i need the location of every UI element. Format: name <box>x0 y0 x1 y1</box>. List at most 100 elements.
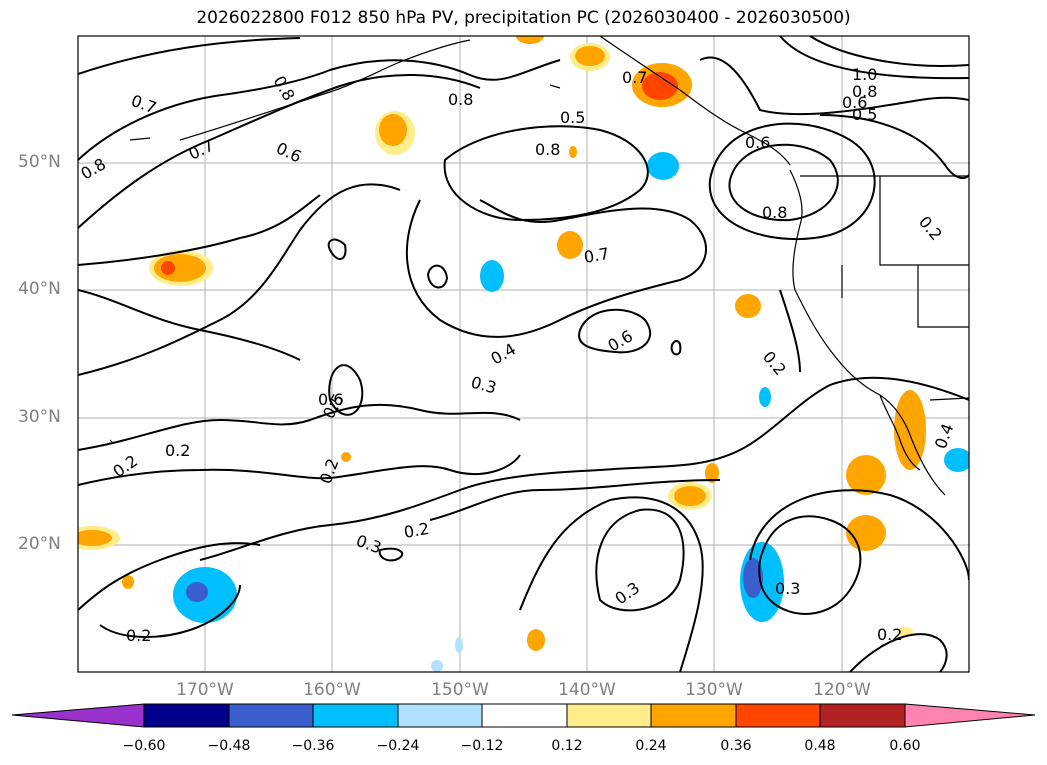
map-title: 2026022800 F012 850 hPa PV, precipitatio… <box>196 8 851 28</box>
precip-blob <box>674 486 706 506</box>
precip-blob <box>735 294 761 318</box>
contour-label: 0.3 <box>611 578 643 608</box>
coastline-alaska-panhandle <box>599 36 791 166</box>
contour-label: 0.6 <box>273 138 304 166</box>
precip-blob <box>894 390 926 470</box>
colorbar-tick-label: −0.24 <box>376 738 420 754</box>
precip-blob <box>186 582 208 602</box>
lat-label: 40°N <box>18 279 61 299</box>
precip-blob <box>647 152 679 180</box>
lon-label: 130°W <box>685 680 743 700</box>
colorbar-tick-label: 0.48 <box>804 738 836 754</box>
contour-label: 0.6 <box>318 390 343 409</box>
precip-blob <box>154 254 206 282</box>
contour-label: 1.0 <box>852 65 877 84</box>
contour-label: 0.3 <box>469 373 499 398</box>
pv-contour <box>578 308 652 354</box>
colorbar-tick-label: 0.24 <box>635 738 667 754</box>
pv-contour <box>426 264 449 289</box>
pv-contour <box>429 479 721 521</box>
pv-contour <box>819 114 969 179</box>
colorbar-swatch <box>566 703 652 728</box>
colorbar-swatch <box>397 703 483 728</box>
colorbar-tick-label: −0.12 <box>460 738 504 754</box>
colorbar-extend-low <box>11 703 145 728</box>
lon-label: 170°W <box>176 680 234 700</box>
contour-label: 0.3 <box>775 579 800 598</box>
contour-label: 0.2 <box>877 625 902 644</box>
precip-blob <box>480 260 504 292</box>
colorbar-swatch <box>143 703 230 728</box>
contour-label: 0.4 <box>488 339 520 368</box>
colorbar-swatch <box>312 703 399 728</box>
precip-blob <box>705 463 719 483</box>
precip-blob <box>341 452 351 462</box>
lat-label: 50°N <box>18 152 61 172</box>
contour-label: 0.4 <box>931 421 958 451</box>
pv-contour <box>78 454 521 486</box>
lon-label: 150°W <box>431 680 489 700</box>
contour-label: 0.2 <box>402 519 430 542</box>
contour-label: 0.2 <box>915 212 946 244</box>
precip-blob <box>455 637 463 653</box>
pv-contour <box>699 56 969 116</box>
pv-contour <box>78 59 561 161</box>
plot-frame <box>77 35 970 673</box>
pv-contour <box>327 238 347 260</box>
contour-label: 0.2 <box>165 441 190 460</box>
colorbar-tick-label: 0.36 <box>720 738 752 754</box>
precip-blob <box>846 455 886 495</box>
pv-contour <box>809 36 969 67</box>
contour-label: 0.8 <box>78 154 110 183</box>
contour-label: 0.6 <box>745 133 770 152</box>
precip-blob <box>759 387 771 407</box>
precip-blob <box>642 72 678 100</box>
colorbar-swatch <box>228 703 314 728</box>
contour-label: 0.8 <box>762 203 787 222</box>
colorbar-tick-label: −0.36 <box>291 738 335 754</box>
contour-label: 0.2 <box>126 626 151 645</box>
pv-contour <box>779 36 969 80</box>
contour-label: 0.5 <box>852 105 877 124</box>
lon-label: 120°W <box>813 680 871 700</box>
lat-label: 30°N <box>18 407 61 427</box>
pv-contour <box>519 496 704 672</box>
precip-blob <box>516 36 544 44</box>
pv-contours <box>78 36 969 672</box>
pv-contour <box>328 364 364 416</box>
contour-label: 0.7 <box>582 244 610 267</box>
contour-label: 0.5 <box>560 108 585 127</box>
colorbar-extend-high <box>904 703 1036 728</box>
contour-label: 0.8 <box>270 73 299 105</box>
pv-contour <box>78 403 521 451</box>
border-us-mexico <box>929 397 969 401</box>
pv-contour <box>78 73 481 229</box>
colorbar <box>11 703 1036 728</box>
contour-label: 0.8 <box>448 90 473 109</box>
precip-blob <box>944 448 969 472</box>
pv-contour <box>708 122 876 241</box>
pv-contour <box>78 37 301 75</box>
colorbar-swatch <box>481 703 568 728</box>
pv-contour <box>199 376 969 561</box>
precip-blob <box>557 231 583 259</box>
contour-label: 0.7 <box>622 68 647 87</box>
pv-contour <box>749 489 969 581</box>
colorbar-swatch <box>735 703 821 728</box>
coastline-bc-coast <box>789 169 803 291</box>
gridlines <box>78 36 969 672</box>
contour-label: 0.6 <box>842 93 867 112</box>
precip-blob <box>575 46 605 66</box>
pv-contour <box>670 340 682 356</box>
pv-contour <box>595 508 685 612</box>
coastlines <box>109 36 969 496</box>
colorbar-tick-label: −0.60 <box>122 738 166 754</box>
lat-label: 20°N <box>18 534 61 554</box>
border-states <box>841 176 969 328</box>
pv-contour <box>99 584 241 638</box>
precipitation-shading <box>78 36 969 672</box>
coastline-islands <box>109 84 561 443</box>
pv-contour <box>78 183 401 376</box>
contour-label: 0.8 <box>852 82 877 101</box>
